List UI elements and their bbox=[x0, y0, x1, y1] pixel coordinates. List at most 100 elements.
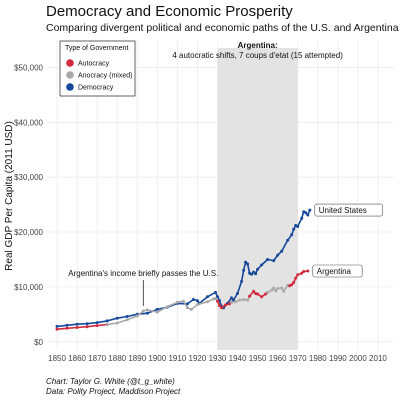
data-point bbox=[185, 306, 189, 310]
data-point bbox=[85, 322, 89, 326]
data-point bbox=[252, 289, 256, 293]
data-point bbox=[306, 269, 310, 273]
chart-title: Democracy and Economic Prosperity bbox=[46, 3, 293, 20]
legend-swatch bbox=[66, 83, 74, 91]
data-point bbox=[254, 272, 258, 276]
x-axis: 1850 1860 1870 1880 1890 1900 1910 1920 1930 1940… bbox=[48, 354, 387, 363]
data-point bbox=[155, 307, 159, 311]
y-tick-label: $40,000 bbox=[14, 118, 43, 127]
data-point bbox=[55, 327, 59, 331]
data-point bbox=[260, 263, 264, 267]
x-tick-label: 1990 bbox=[329, 354, 347, 363]
data-point bbox=[135, 314, 139, 318]
data-point bbox=[246, 298, 250, 302]
caption-source: Data: Polity Project, Maddison Project bbox=[46, 387, 181, 396]
data-point bbox=[65, 326, 69, 330]
x-tick-label: 1890 bbox=[128, 354, 146, 363]
data-point bbox=[304, 211, 308, 215]
data-point bbox=[218, 304, 221, 308]
legend-entry: Anocracy (mixed) bbox=[66, 71, 132, 80]
y-axis: $0 $10,000 $20,000 $30,000 $40,000 $50,000 bbox=[14, 63, 43, 346]
y-tick-label: $20,000 bbox=[14, 228, 43, 237]
data-point bbox=[65, 323, 69, 327]
data-point bbox=[290, 283, 294, 287]
x-tick-label: 1880 bbox=[108, 354, 126, 363]
data-point bbox=[240, 279, 244, 283]
x-tick-label: 1850 bbox=[48, 354, 66, 363]
data-point bbox=[95, 324, 99, 328]
data-point bbox=[145, 308, 149, 312]
data-point bbox=[228, 302, 231, 306]
y-tick-label: $50,000 bbox=[14, 63, 43, 72]
x-tick-label: 1970 bbox=[289, 354, 307, 363]
x-tick-label: 1870 bbox=[88, 354, 106, 363]
x-tick-label: 2010 bbox=[369, 354, 387, 363]
data-point bbox=[242, 268, 246, 272]
data-point bbox=[266, 290, 270, 294]
data-point bbox=[296, 225, 300, 228]
data-point bbox=[300, 216, 304, 220]
series-end-label-box bbox=[312, 264, 363, 278]
data-point bbox=[115, 321, 119, 325]
data-point bbox=[266, 258, 270, 261]
x-tick-label: 1860 bbox=[68, 354, 86, 363]
x-tick-label: 1980 bbox=[309, 354, 327, 363]
x-tick-label: 1900 bbox=[148, 354, 166, 363]
data-point bbox=[272, 286, 276, 290]
data-point bbox=[85, 325, 89, 329]
data-point bbox=[256, 267, 260, 271]
data-point bbox=[230, 300, 233, 304]
annotation: Argentina's income briefly passes the U.… bbox=[68, 269, 218, 306]
data-point bbox=[252, 270, 256, 274]
x-tick-label: 1940 bbox=[229, 354, 247, 363]
data-point bbox=[274, 289, 278, 293]
data-point bbox=[216, 299, 219, 303]
data-point bbox=[95, 321, 99, 325]
data-point bbox=[232, 298, 235, 302]
legend-swatch bbox=[66, 59, 74, 67]
series-end-label-text: Argentina bbox=[317, 267, 352, 276]
legend-label: Autocracy bbox=[78, 61, 110, 68]
data-point bbox=[276, 253, 280, 257]
shaded-region: Argentina:4 autocratic shifts, 7 coups d… bbox=[172, 41, 343, 350]
data-point bbox=[141, 309, 145, 313]
legend-entry: Democracy bbox=[66, 83, 114, 92]
caption-credit: Chart: Taylor G. White (@t_g_white) bbox=[46, 377, 175, 386]
x-tick-label: 1930 bbox=[209, 354, 227, 363]
x-tick-label: 1910 bbox=[168, 354, 186, 363]
series-argentina: Argentina bbox=[55, 264, 363, 331]
legend-label: Democracy bbox=[78, 85, 114, 92]
data-point bbox=[220, 306, 223, 310]
data-point bbox=[242, 298, 246, 301]
series-end-label-box bbox=[314, 203, 383, 217]
annotation-text: Argentina's income briefly passes the U.… bbox=[68, 269, 218, 278]
data-point bbox=[296, 273, 300, 277]
data-point bbox=[105, 319, 109, 323]
data-point bbox=[234, 300, 237, 304]
data-point bbox=[155, 310, 159, 314]
x-tick-label: 1950 bbox=[249, 354, 267, 363]
legend-label: Anocracy (mixed) bbox=[78, 73, 132, 80]
data-point bbox=[276, 287, 280, 290]
data-point bbox=[302, 270, 306, 273]
data-point bbox=[264, 292, 268, 296]
data-point bbox=[165, 305, 169, 309]
data-point bbox=[214, 296, 217, 300]
shaded-region-detail: 4 autocratic shifts, 7 coups d'etat (15 … bbox=[172, 51, 343, 60]
shaded-region-title: Argentina: bbox=[238, 41, 278, 50]
data-point bbox=[280, 286, 284, 290]
data-point bbox=[214, 290, 217, 294]
series-line-segment bbox=[56, 323, 108, 330]
data-point bbox=[280, 249, 284, 253]
data-point bbox=[125, 318, 129, 322]
series-end-label: Argentina bbox=[312, 264, 363, 278]
data-point bbox=[300, 271, 304, 275]
data-point bbox=[185, 302, 189, 306]
legend: Type of Government Autocracy Anocracy (mix… bbox=[59, 40, 136, 97]
data-point bbox=[125, 315, 129, 318]
data-point bbox=[308, 208, 312, 212]
y-axis-label: Real GDP Per Capita (2011 USD) bbox=[4, 121, 15, 271]
data-point bbox=[216, 295, 219, 299]
data-point bbox=[175, 300, 179, 304]
data-point bbox=[290, 233, 294, 237]
